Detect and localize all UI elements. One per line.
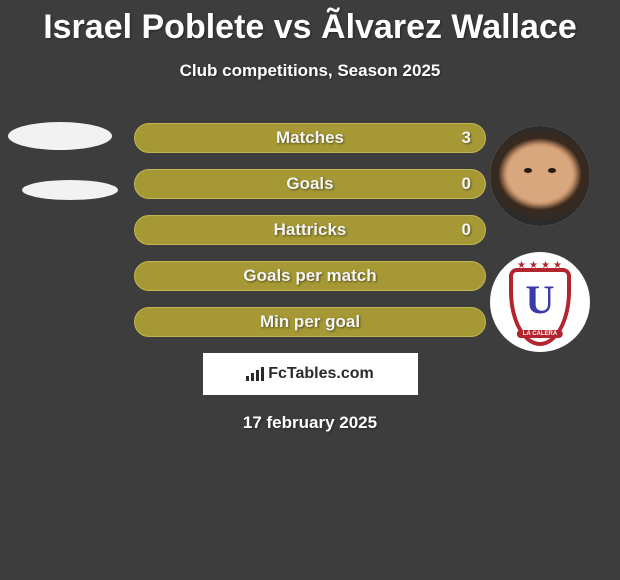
club-crest-icon: ★ ★ ★ ★ U LA CALERA bbox=[503, 258, 577, 346]
stat-row-matches: Matches 3 bbox=[134, 123, 486, 153]
stat-value: 0 bbox=[462, 220, 471, 240]
stat-row-goals-per-match: Goals per match bbox=[134, 261, 486, 291]
crest-letter: U bbox=[526, 280, 555, 320]
club-crest-avatar: ★ ★ ★ ★ U LA CALERA bbox=[490, 252, 590, 352]
player-face-icon bbox=[490, 126, 590, 226]
crest-banner: LA CALERA bbox=[517, 330, 563, 338]
stat-row-hattricks: Hattricks 0 bbox=[134, 215, 486, 245]
page-subtitle: Club competitions, Season 2025 bbox=[0, 61, 620, 81]
stat-label: Goals per match bbox=[243, 266, 376, 286]
date-label: 17 february 2025 bbox=[0, 413, 620, 433]
player-avatar bbox=[490, 126, 590, 226]
placeholder-oval-icon bbox=[22, 180, 118, 200]
stat-value: 0 bbox=[462, 174, 471, 194]
stat-label: Hattricks bbox=[274, 220, 347, 240]
stat-label: Matches bbox=[276, 128, 344, 148]
stat-row-goals: Goals 0 bbox=[134, 169, 486, 199]
placeholder-oval-icon bbox=[8, 122, 112, 150]
brand-box[interactable]: FcTables.com bbox=[203, 353, 418, 395]
page-title: Israel Poblete vs Ãlvarez Wallace bbox=[0, 0, 620, 47]
brand-text: FcTables.com bbox=[268, 365, 374, 383]
barchart-arrow-icon bbox=[246, 367, 264, 381]
stat-row-min-per-goal: Min per goal bbox=[134, 307, 486, 337]
stat-label: Goals bbox=[286, 174, 333, 194]
stat-value: 3 bbox=[462, 128, 471, 148]
stat-label: Min per goal bbox=[260, 312, 360, 332]
